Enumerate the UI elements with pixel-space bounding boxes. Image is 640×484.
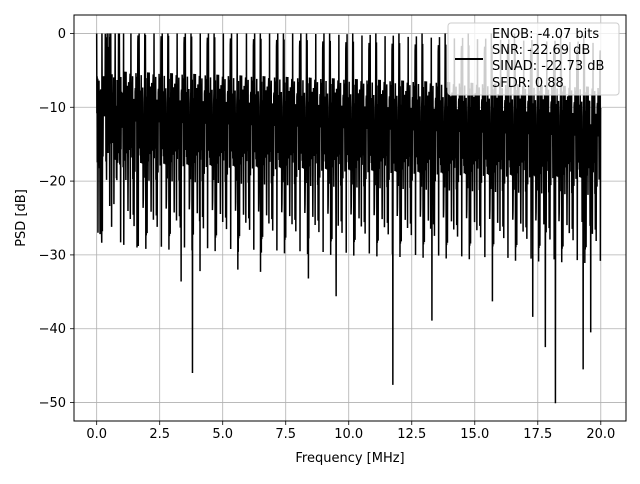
y-axis-label: PSD [dB] bbox=[14, 189, 29, 247]
x-tick-label: 5.0 bbox=[212, 427, 233, 442]
y-tick-label: −40 bbox=[39, 322, 66, 337]
y-tick-label: 0 bbox=[58, 27, 66, 42]
x-axis-ticks: 0.0 2.5 5.0 7.5 10.0 12.5 15.0 17.5 20.0 bbox=[86, 421, 615, 442]
legend-entry-sfdr: SFDR: 0.88 bbox=[492, 76, 564, 91]
x-axis-label: Frequency [MHz] bbox=[295, 451, 404, 466]
x-tick-label: 10.0 bbox=[334, 427, 363, 442]
x-tick-label: 0.0 bbox=[86, 427, 107, 442]
y-axis-ticks: 0 −10 −20 −30 −40 −50 bbox=[39, 27, 74, 411]
psd-series-line bbox=[95, 33, 602, 404]
legend-box bbox=[447, 22, 620, 96]
x-tick-label: 15.0 bbox=[460, 427, 489, 442]
x-tick-label: 20.0 bbox=[586, 427, 615, 442]
psd-series bbox=[95, 33, 602, 404]
y-tick-label: −50 bbox=[39, 396, 66, 411]
x-tick-label: 7.5 bbox=[275, 427, 296, 442]
legend-entry-sinad: SINAD: -22.73 dB bbox=[492, 59, 604, 74]
plot-frame bbox=[73, 14, 627, 422]
legend-entry-enob: ENOB: -4.07 bits bbox=[492, 27, 599, 42]
legend-entry-snr: SNR: -22.69 dB bbox=[492, 43, 590, 58]
x-tick-label: 17.5 bbox=[523, 427, 552, 442]
y-tick-label: −30 bbox=[39, 248, 66, 263]
x-tick-label: 12.5 bbox=[397, 427, 426, 442]
y-tick-label: −20 bbox=[39, 175, 66, 190]
y-tick-label: −10 bbox=[39, 101, 66, 116]
x-tick-label: 2.5 bbox=[149, 427, 170, 442]
legend: ENOB: -4.07 bits SNR: -22.69 dB SINAD: -… bbox=[447, 22, 620, 96]
